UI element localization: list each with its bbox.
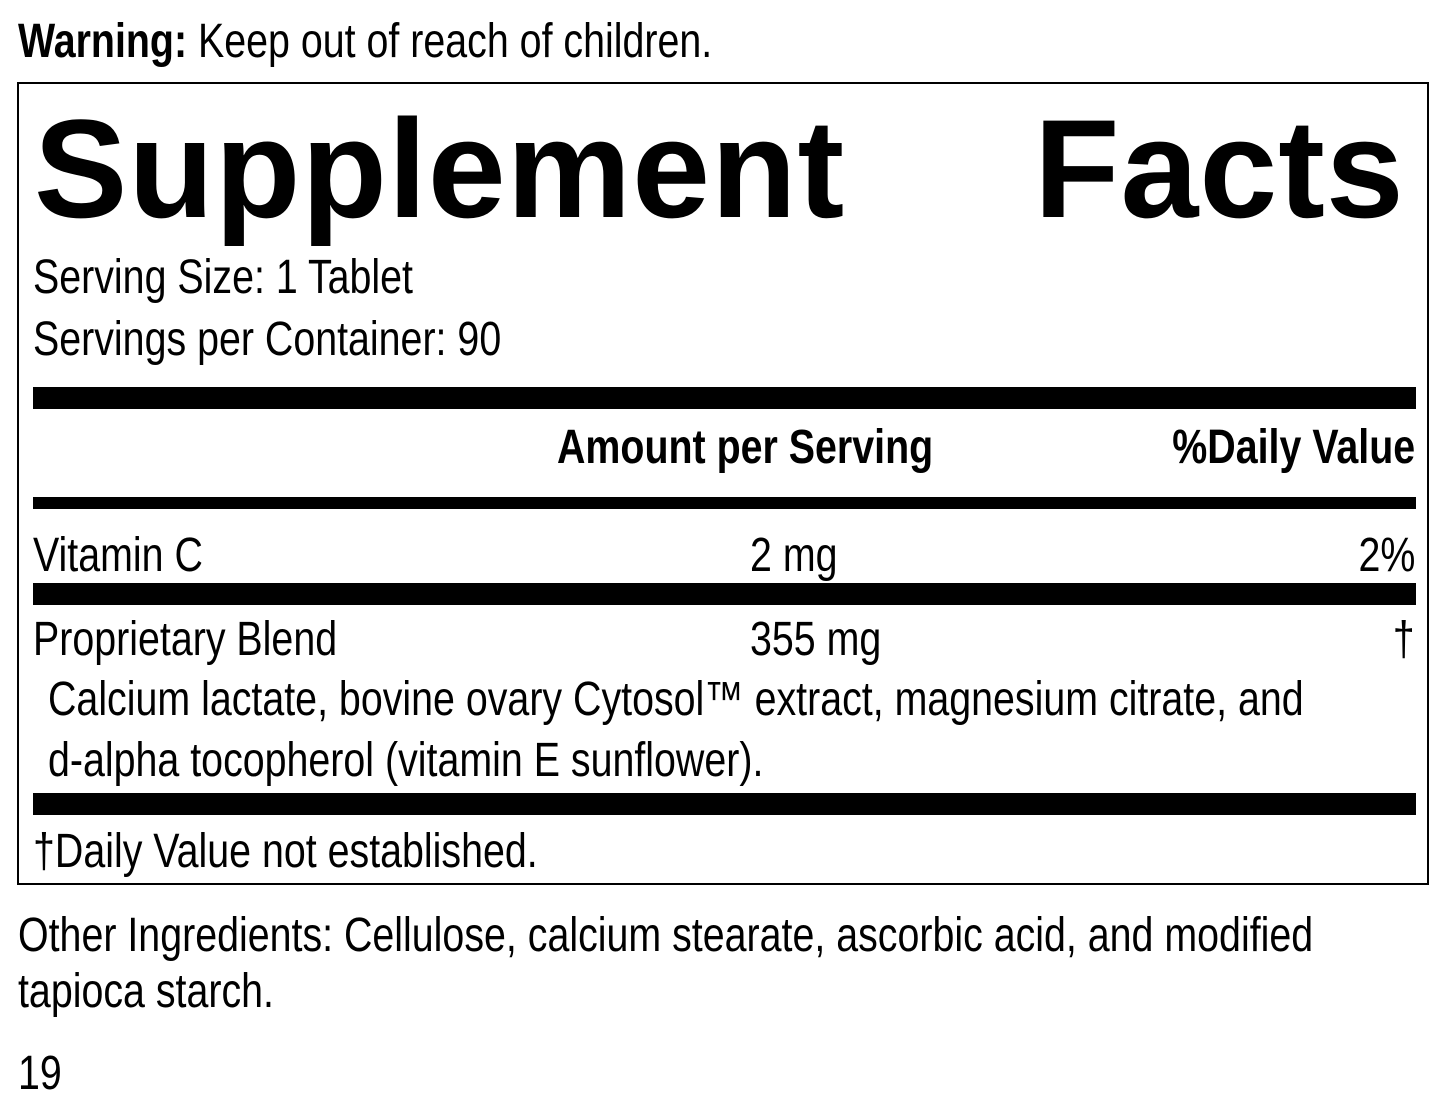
row-name: Vitamin C [33, 529, 203, 582]
divider-thick [33, 387, 1416, 409]
other-ingredients-line-1: Other Ingredients: Cellulose, calcium st… [18, 909, 1314, 962]
title-word-2: Facts [1034, 90, 1405, 247]
blend-ingredients-line-2: d-alpha tocopherol (vitamin E sunflower)… [48, 734, 764, 787]
title-word-1: Supplement [34, 90, 846, 247]
row-amount: 355 mg [750, 613, 882, 666]
other-ingredients-line-2: tapioca starch. [18, 965, 274, 1018]
footnote: †Daily Value not established. [33, 825, 538, 878]
divider [33, 497, 1416, 509]
divider-thick [33, 793, 1416, 815]
row-dv: 2% [1358, 529, 1415, 582]
supplement-facts-panel [17, 82, 1429, 885]
warning: Warning: Keep out of reach of children. [18, 14, 712, 69]
warning-label: Warning: [18, 15, 188, 68]
header-daily-value: %Daily Value [1172, 421, 1415, 474]
divider-thick [33, 583, 1416, 605]
blend-ingredients-line-1: Calcium lactate, bovine ovary Cytosol™ e… [48, 673, 1304, 726]
header-amount: Amount per Serving [557, 421, 934, 474]
serving-size: Serving Size: 1 Tablet [33, 251, 413, 304]
row-name: Proprietary Blend [33, 613, 338, 666]
warning-text: Keep out of reach of children. [187, 15, 713, 68]
panel-title: Supplement Facts [34, 88, 1404, 250]
row-dv: † [1393, 613, 1415, 666]
row-amount: 2 mg [750, 529, 838, 582]
page-number: 19 [18, 1047, 62, 1100]
servings-per-container: Servings per Container: 90 [33, 313, 502, 366]
